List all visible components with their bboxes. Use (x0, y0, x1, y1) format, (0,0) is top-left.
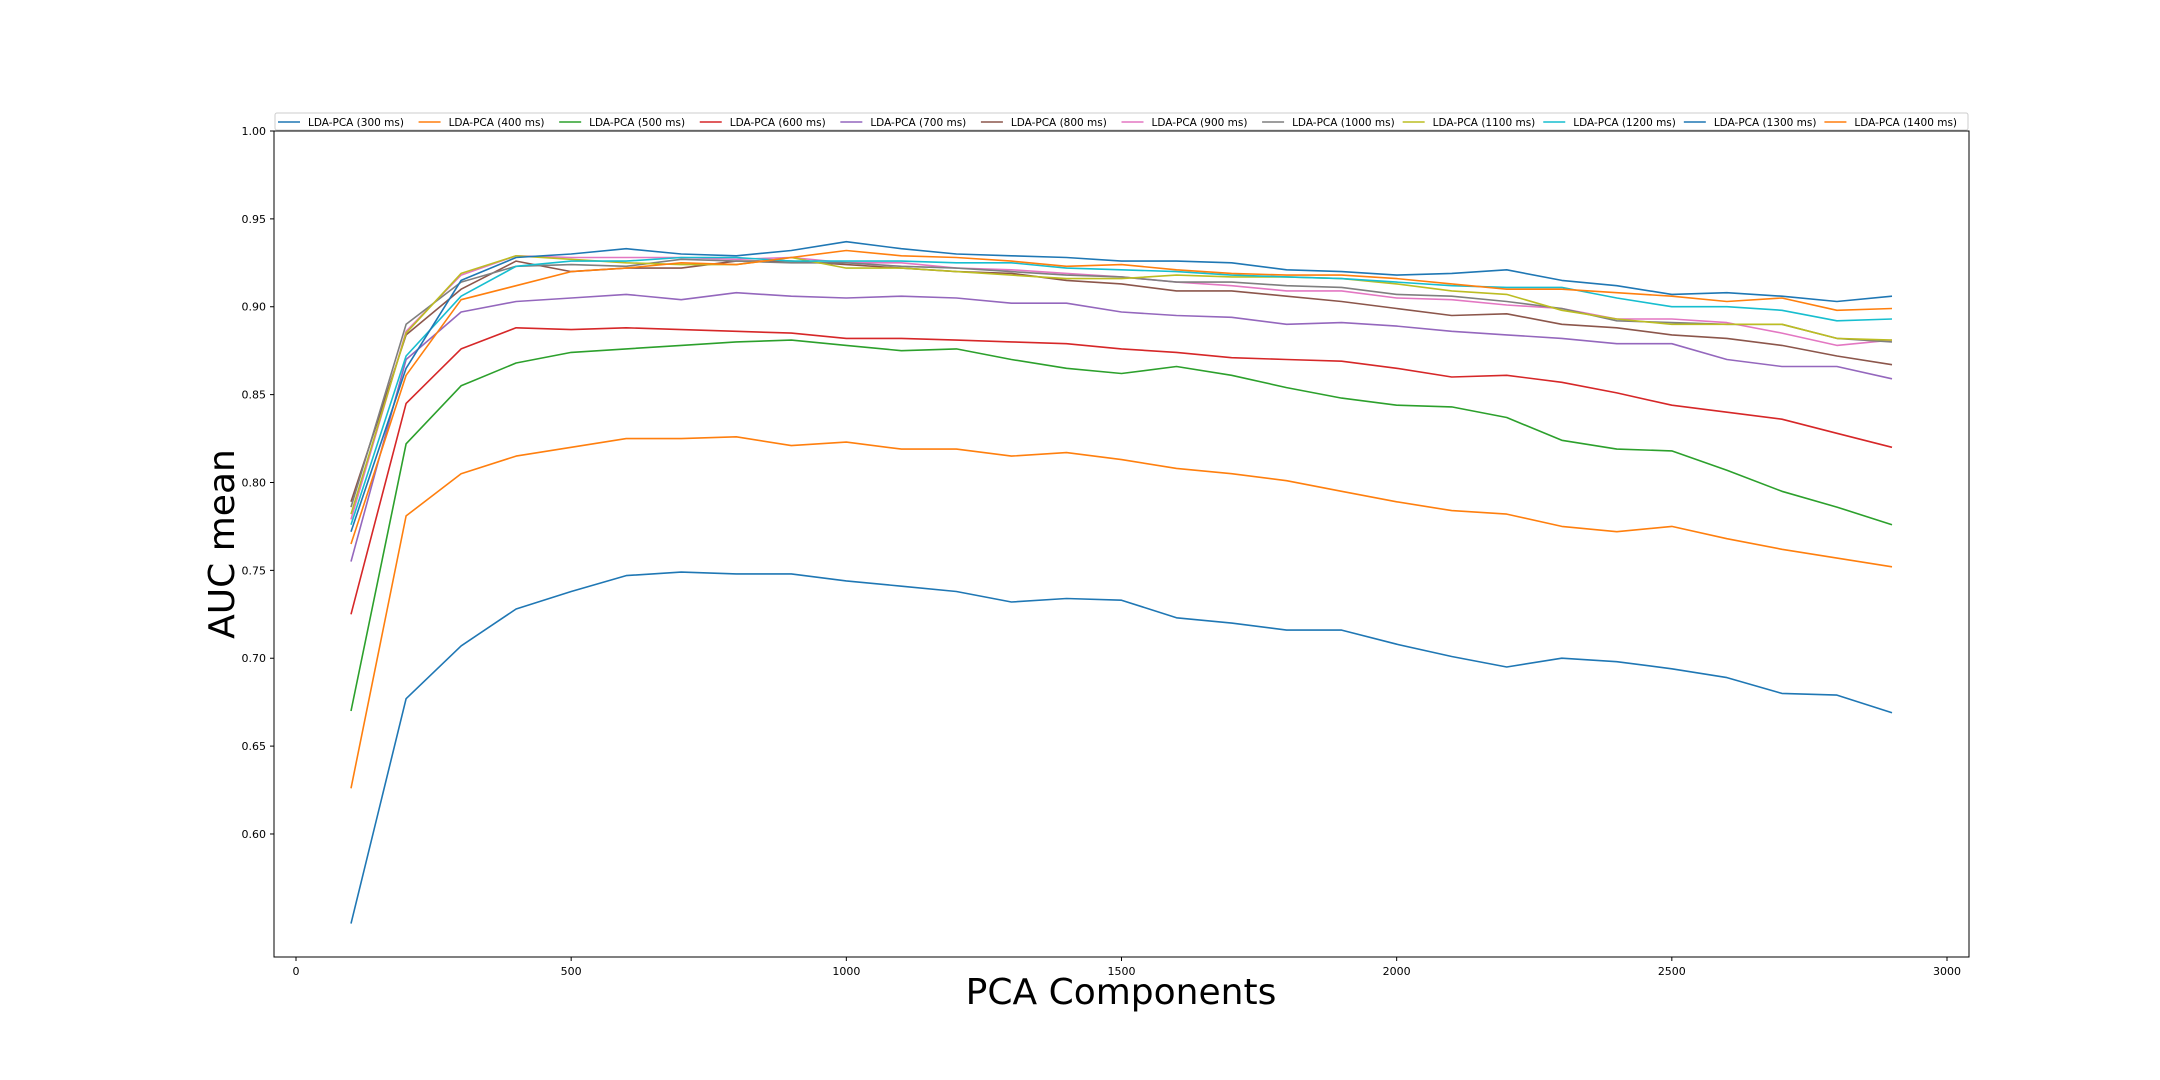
legend-entry: LDA-PCA (1200 ms) (1573, 117, 1676, 129)
x-tick-label: 3000 (1933, 965, 1961, 978)
y-tick-label: 0.70 (242, 652, 267, 665)
x-tick-label: 500 (561, 965, 582, 978)
legend-entry: LDA-PCA (1400 ms) (1854, 117, 1957, 129)
y-tick-label: 0.95 (242, 213, 267, 226)
plot-area (274, 131, 1969, 957)
series-line-3 (350, 339, 1893, 712)
plot-frame (273, 130, 1970, 958)
legend-entry: LDA-PCA (1100 ms) (1433, 117, 1536, 129)
series-line-10 (350, 256, 1893, 525)
series-line-12 (350, 249, 1893, 545)
legend-entry: LDA-PCA (400 ms) (449, 117, 545, 129)
y-axis-ticks: 0.60 0.65 0.70 0.75 0.80 0.85 0.90 0.95 1.00 (242, 125, 274, 841)
x-tick-label: 0 (293, 965, 300, 978)
series-line-1 (350, 571, 1893, 924)
x-tick-label: 1000 (832, 965, 860, 978)
legend-entry: LDA-PCA (800 ms) (1011, 117, 1107, 129)
series-line-11 (350, 240, 1893, 532)
legend-entry: LDA-PCA (600 ms) (730, 117, 826, 129)
x-tick-label: 2000 (1383, 965, 1411, 978)
legend-entry: LDA-PCA (900 ms) (1152, 117, 1248, 129)
x-tick-label: 2500 (1658, 965, 1686, 978)
y-axis-label: AUC mean (202, 449, 243, 639)
y-tick-label: 0.60 (242, 828, 267, 841)
series-layer (350, 240, 1893, 924)
y-tick-label: 0.80 (242, 476, 267, 489)
y-tick-label: 1.00 (242, 125, 267, 138)
y-tick-label: 0.65 (242, 740, 267, 753)
x-axis-label: PCA Components (966, 972, 1277, 1013)
x-tick-label: 1500 (1108, 965, 1136, 978)
x-axis-ticks: 0 500 1000 1500 2000 2500 3000 (293, 957, 1961, 978)
series-line-5 (350, 291, 1893, 562)
legend-entry: LDA-PCA (700 ms) (870, 117, 966, 129)
series-line-4 (350, 326, 1893, 615)
y-tick-label: 0.85 (242, 389, 267, 402)
legend-entry: LDA-PCA (500 ms) (589, 117, 685, 129)
series-line-2 (350, 435, 1893, 789)
legend-entry: LDA-PCA (300 ms) (308, 117, 404, 129)
y-tick-label: 0.75 (242, 564, 267, 577)
legend-entry: LDA-PCA (1300 ms) (1714, 117, 1817, 129)
y-tick-label: 0.90 (242, 301, 267, 314)
legend: LDA-PCA (300 ms) LDA-PCA (400 ms) LDA-PCA … (274, 112, 1969, 131)
legend-entry: LDA-PCA (1000 ms) (1292, 117, 1395, 129)
